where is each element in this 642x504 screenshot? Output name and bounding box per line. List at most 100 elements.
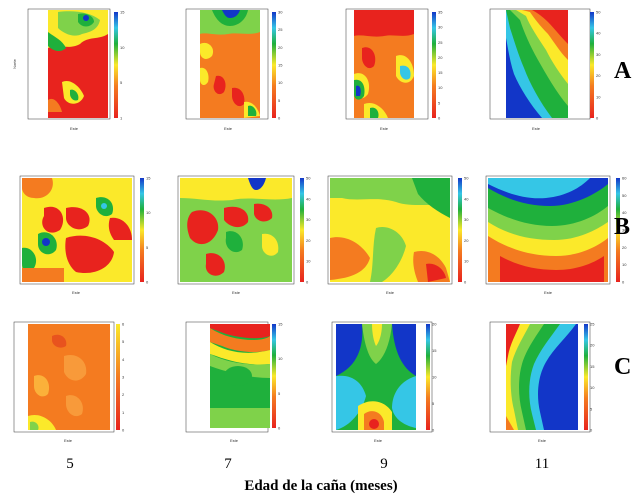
legend-tick-label: 5 (590, 406, 593, 411)
svg-text:Este: Este (538, 438, 547, 443)
legend-tick-label: 30 (464, 217, 469, 222)
col-label-11: 11 (534, 456, 550, 472)
legend-tick-label: 0 (464, 280, 467, 285)
legend-tick-label: 25 (438, 40, 443, 45)
legend-tick-label: 10 (432, 375, 437, 380)
legend-tick-label: 5 (146, 245, 149, 250)
map-panel-A7: Este 0 5 10 15 20 25 30 (162, 4, 290, 132)
legend-tick-label: 15 (146, 176, 151, 181)
legend-tick-label: 10 (622, 262, 627, 267)
legend-tick-label: 10 (278, 80, 283, 85)
legend-tick-label: 10 (590, 385, 595, 390)
map-panel-A11: Este 0 10 20 30 40 50 (480, 4, 608, 132)
row-label-C: C (614, 354, 632, 380)
map-panel-B9: Este 0 10 20 30 40 50 (322, 168, 469, 296)
legend-tick-label: 5 (438, 100, 441, 105)
legend-tick-label: 5 (122, 339, 125, 344)
legend-tick-label: 50 (622, 193, 627, 198)
map-panel-A9: Este 0 5 10 15 20 25 30 35 (322, 4, 450, 132)
legend-tick-label: 15 (438, 70, 443, 75)
svg-text:Norte: Norte (12, 58, 17, 69)
svg-text:Este: Este (230, 438, 239, 443)
legend-tick-label: 5 (120, 80, 123, 85)
legend-tick-label: 0 (146, 280, 149, 285)
row-label-B: B (614, 214, 631, 240)
legend-tick-label: 2 (122, 392, 125, 397)
legend-tick-label: 5 (278, 391, 281, 396)
legend-tick-label: 0 (122, 428, 125, 433)
x-axis-title: Este (70, 126, 79, 131)
legend-tick-label: 6 (122, 322, 125, 327)
svg-text:Este: Este (380, 126, 389, 131)
map-panel-B7: Este 0 10 20 30 40 50 (162, 168, 311, 296)
row-label-A: A (614, 58, 632, 84)
legend-tick-label: 35 (438, 10, 443, 15)
legend-tick-label: 20 (438, 55, 443, 60)
legend-tick-label: 0 (432, 428, 435, 433)
legend-tick-label: 1 (120, 116, 123, 121)
legend-tick-label: 15 (120, 10, 125, 15)
legend-tick-label: 0 (590, 428, 593, 433)
map-panel-B5: Este 0 5 10 15 (4, 168, 151, 296)
svg-text:Este: Este (224, 126, 233, 131)
legend-tick-label: 30 (278, 10, 283, 15)
map-panel-A5: Este Norte 1 5 10 15 (4, 4, 132, 132)
svg-text:Este: Este (374, 438, 383, 443)
map-panel-C7: Este 0 5 10 15 (162, 316, 290, 444)
legend-tick-label: 40 (464, 196, 469, 201)
legend-tick-label: 10 (120, 45, 125, 50)
svg-text:Este: Este (386, 290, 395, 295)
map-panel-B11: Este 0 10 20 30 40 50 60 (480, 168, 627, 296)
svg-text:Este: Este (232, 290, 241, 295)
legend-tick-label: 20 (622, 245, 627, 250)
legend-tick-label: 4 (122, 357, 125, 362)
legend-tick-label: 10 (438, 85, 443, 90)
legend-tick-label: 3 (122, 375, 125, 380)
legend-tick-label: 0 (278, 426, 281, 431)
legend-tick-label: 20 (306, 238, 311, 243)
map-panel-C9: Este 0 5 10 15 20 (322, 316, 450, 444)
legend-tick-label: 30 (438, 25, 443, 30)
legend-tick-label: 30 (306, 217, 311, 222)
legend-tick-label: 30 (596, 52, 601, 57)
legend-tick-label: 1 (122, 410, 125, 415)
legend-tick-label: 50 (306, 176, 311, 181)
legend-tick-label: 60 (622, 176, 627, 181)
svg-text:Este: Este (72, 290, 81, 295)
legend-tick-label: 50 (596, 10, 601, 15)
legend-tick-label: 15 (432, 348, 437, 353)
legend-tick-label: 20 (590, 343, 595, 348)
legend-tick-label: 5 (278, 98, 281, 103)
legend-tick-label: 40 (306, 196, 311, 201)
legend-tick-label: 15 (278, 322, 283, 327)
legend-tick-label: 0 (306, 280, 309, 285)
map-panel-C5: Este 0 1 2 3 4 5 6 (4, 316, 132, 444)
legend-tick-label: 20 (464, 238, 469, 243)
legend-tick-label: 0 (438, 116, 441, 121)
legend-tick-label: 50 (464, 176, 469, 181)
legend-tick-label: 10 (464, 259, 469, 264)
svg-text:Este: Este (544, 290, 553, 295)
legend-tick-label: 25 (278, 27, 283, 32)
legend-tick-label: 15 (590, 364, 595, 369)
legend-tick-label: 20 (596, 73, 601, 78)
col-label-9: 9 (380, 456, 388, 472)
legend-tick-label: 20 (432, 322, 437, 327)
legend-tick-label: 40 (596, 31, 601, 36)
legend-tick-label: 10 (278, 356, 283, 361)
legend-tick-label: 0 (622, 280, 625, 285)
map-panel-C11: Este 0 5 10 15 20 25 (480, 316, 608, 444)
col-label-7: 7 (224, 456, 232, 472)
legend-tick-label: 10 (146, 210, 151, 215)
svg-text:Este: Este (532, 126, 541, 131)
legend-tick-label: 20 (278, 45, 283, 50)
legend-tick-label: 15 (278, 63, 283, 68)
legend-tick-label: 10 (596, 94, 601, 99)
svg-text:Este: Este (64, 438, 73, 443)
col-label-5: 5 (66, 456, 74, 472)
legend-tick-label: 0 (278, 116, 281, 121)
legend-tick-label: 25 (590, 322, 595, 327)
legend-tick-label: 40 (622, 210, 627, 215)
legend-tick-label: 0 (596, 116, 599, 121)
x-axis-title-main: Edad de la caña (meses) (244, 478, 398, 494)
